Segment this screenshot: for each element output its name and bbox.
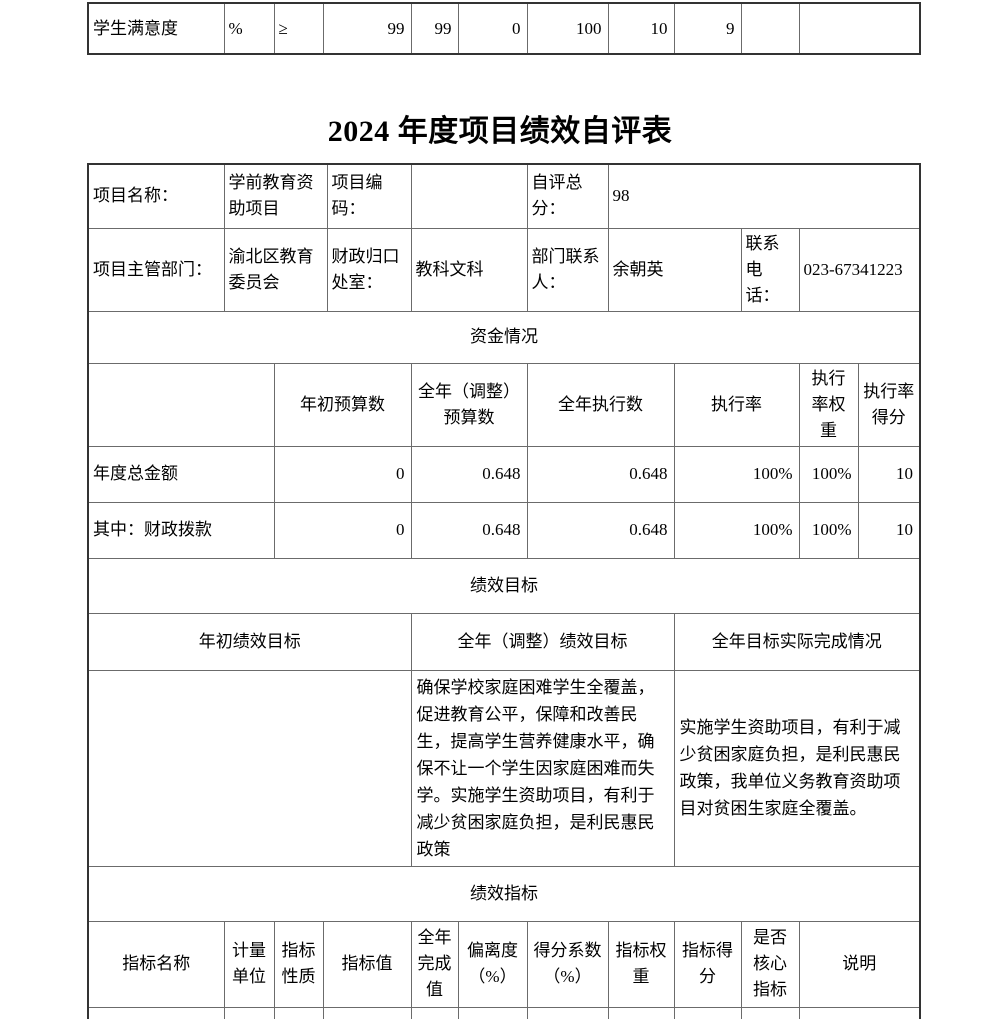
funding-row-executed: 0.648 — [526, 501, 675, 559]
goals-header-initial: 年初绩效目标 — [87, 612, 412, 671]
contact-value: 余朝英 — [607, 227, 742, 312]
funding-row-adjusted: 0.648 — [410, 445, 528, 503]
indicators-header-unit: 计量单位 — [223, 920, 275, 1008]
office-label: 财政归口处室： — [326, 227, 412, 312]
indicator-target-cell: 3 — [322, 1006, 412, 1019]
project-name-value: 学前教育资助项目 — [223, 163, 328, 229]
self-score-label: 自评总分： — [526, 163, 609, 229]
project-name-label: 项目名称： — [87, 163, 225, 229]
funding-header-initial: 年初预算数 — [273, 362, 412, 447]
project-dept-row: 项目主管部门： 渝北区教育委员会 财政归口处室： 教科文科 部门联系人： 余朝英… — [87, 227, 921, 312]
project-name-row: 项目名称： 学前教育资助项目 项目编码： 自评总分： 98 — [87, 163, 921, 229]
funding-row-adjusted: 0.648 — [410, 501, 528, 559]
indicator-weight-cell: 10 — [607, 2, 675, 55]
funding-header-adjusted: 全年（调整）预算数 — [410, 362, 528, 447]
goals-content-row: 确保学校家庭困难学生全覆盖，促进教育公平，保障和改善民生，提高学生营养健康水平，… — [87, 669, 921, 867]
indicator-completed-cell: 3 — [410, 1006, 459, 1019]
self-evaluation-table: 项目名称： 学前教育资助项目 项目编码： 自评总分： 98 项目主管部门： 渝北… — [87, 163, 922, 1019]
funding-header-executed: 全年执行数 — [526, 362, 675, 447]
indicator-weight-cell: 10 — [607, 1006, 675, 1019]
indicator-iscore-cell: 是 — [740, 1006, 800, 1019]
goals-adjusted-content: 确保学校家庭困难学生全覆盖，促进教育公平，保障和改善民生，提高学生营养健康水平，… — [410, 669, 675, 867]
funding-header-row: 年初预算数 全年（调整）预算数 全年执行数 执行率 执行率权重 执行率得分 — [87, 362, 921, 447]
phone-value: 023-67341223 — [798, 227, 921, 312]
indicators-header-nature: 指标性质 — [273, 920, 324, 1008]
funding-header-blank — [87, 362, 275, 447]
goals-section-row: 绩效目标 — [87, 557, 921, 614]
indicators-section-title: 绩效指标 — [87, 865, 921, 922]
indicator-unit-cell: 人数 — [223, 1006, 275, 1019]
page-title: 2024 年度项目绩效自评表 — [327, 115, 673, 148]
funding-row-label: 其中：财政拨款 — [87, 501, 275, 559]
contact-label: 部门联系人： — [526, 227, 609, 312]
goals-header-actual: 全年目标实际完成情况 — [673, 612, 921, 671]
indicator-deviation-cell: 0 — [457, 2, 528, 55]
dept-value: 渝北区教育委员会 — [223, 227, 328, 312]
indicators-header-target: 指标值 — [322, 920, 412, 1008]
funding-header-rate-weight: 执行率权重 — [798, 362, 859, 447]
indicator-unit-cell: % — [223, 2, 275, 55]
dept-label: 项目主管部门： — [87, 227, 225, 312]
indicator-deviation-cell: 0 — [457, 1006, 528, 1019]
project-code-label: 项目编码： — [326, 163, 412, 229]
indicators-header-iscore: 是否核心指标 — [740, 920, 800, 1008]
indicator-target-cell: 99 — [322, 2, 412, 55]
self-score-value: 98 — [607, 163, 921, 229]
goals-actual-content: 实施学生资助项目，有利于减少贫困家庭负担，是利民惠民政策，我单位义务教育资助项目… — [673, 669, 921, 867]
funding-total-row: 年度总金额 0 0.648 0.648 100% 100% 10 — [87, 445, 921, 503]
goals-initial-content — [87, 669, 412, 867]
funding-row-rate: 100% — [673, 445, 800, 503]
funding-row-executed: 0.648 — [526, 445, 675, 503]
funding-row-initial: 0 — [273, 445, 412, 503]
indicators-header-completed: 全年完成值 — [410, 920, 459, 1008]
phone-label: 联系电话： — [740, 227, 800, 312]
indicators-section-row: 绩效指标 — [87, 865, 921, 922]
funding-header-rate-score: 执行率得分 — [857, 362, 921, 447]
indicator-score-cell: 10 — [673, 1006, 742, 1019]
indicator-note-cell — [798, 1006, 921, 1019]
funding-row-label: 年度总金额 — [87, 445, 275, 503]
indicator-note-cell — [798, 2, 921, 55]
indicator-nature-cell: ≥ — [273, 2, 324, 55]
funding-row-rate-weight: 100% — [798, 445, 859, 503]
indicators-header-deviation: 偏离度（%） — [457, 920, 528, 1008]
goals-section-title: 绩效目标 — [87, 557, 921, 614]
top-partial-indicator-table: 学生满意度 % ≥ 99 99 0 100 10 9 — [87, 2, 921, 55]
indicators-header-weight: 指标权重 — [607, 920, 675, 1008]
funding-row-rate-score: 10 — [857, 501, 921, 559]
indicator-data-row: 资助人数 人数 ≥ 3 3 0 100 10 10 是 — [87, 1006, 921, 1019]
indicator-nature-cell: ≥ — [273, 1006, 324, 1019]
indicators-header-scorecoef: 得分系数（%） — [526, 920, 609, 1008]
office-value: 教科文科 — [410, 227, 528, 312]
indicator-scorecoef-cell: 100 — [526, 2, 609, 55]
funding-section-row: 资金情况 — [87, 310, 921, 364]
funding-row-rate-score: 10 — [857, 445, 921, 503]
funding-section-title: 资金情况 — [87, 310, 921, 364]
indicator-name-cell: 学生满意度 — [87, 2, 225, 55]
project-code-value — [410, 163, 528, 229]
funding-row-rate-weight: 100% — [798, 501, 859, 559]
indicator-score-cell: 9 — [673, 2, 742, 55]
goals-header-row: 年初绩效目标 全年（调整）绩效目标 全年目标实际完成情况 — [87, 612, 921, 671]
indicator-iscore-cell — [740, 2, 800, 55]
indicators-header-score: 指标得分 — [673, 920, 742, 1008]
goals-header-adjusted: 全年（调整）绩效目标 — [410, 612, 675, 671]
funding-fiscal-row: 其中：财政拨款 0 0.648 0.648 100% 100% 10 — [87, 501, 921, 559]
indicators-header-name: 指标名称 — [87, 920, 225, 1008]
indicators-header-row: 指标名称 计量单位 指标性质 指标值 全年完成值 偏离度（%） 得分系数（%） … — [87, 920, 921, 1008]
indicator-completed-cell: 99 — [410, 2, 459, 55]
funding-header-rate: 执行率 — [673, 362, 800, 447]
table-row: 学生满意度 % ≥ 99 99 0 100 10 9 — [87, 2, 921, 55]
indicator-name-cell: 资助人数 — [87, 1006, 225, 1019]
indicator-scorecoef-cell: 100 — [526, 1006, 609, 1019]
funding-row-initial: 0 — [273, 501, 412, 559]
indicators-header-note: 说明 — [798, 920, 921, 1008]
funding-row-rate: 100% — [673, 501, 800, 559]
